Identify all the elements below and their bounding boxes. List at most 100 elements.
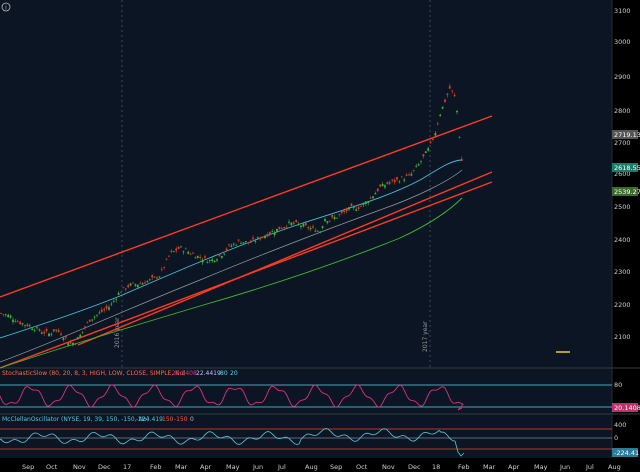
candle-body	[381, 183, 384, 187]
candle-body	[460, 158, 463, 161]
time-axis-label: Sep	[22, 463, 34, 471]
candle-body	[184, 248, 187, 250]
candle-body	[374, 193, 377, 195]
candle-body	[189, 253, 192, 255]
candle-body	[429, 141, 432, 144]
candle-body	[43, 331, 46, 334]
time-axis-label: Jul	[277, 463, 286, 471]
candle-body	[261, 236, 264, 238]
time-axis-label: Mar	[483, 463, 496, 471]
candle-body	[252, 237, 254, 240]
year-2017-annotation: 2017 year	[422, 321, 429, 352]
candle-body	[403, 179, 406, 181]
candle-body	[420, 161, 422, 163]
time-axis-label: Nov	[73, 463, 86, 471]
candle-body	[69, 341, 72, 344]
candle-body	[256, 237, 259, 239]
time-axis-label: Oct	[46, 463, 58, 471]
candle-body	[235, 244, 238, 246]
mcclellan-level-3: 0	[190, 416, 194, 423]
candle-body	[300, 225, 302, 228]
candle-body	[129, 283, 132, 286]
stochastic-title: StochasticSlow (80, 20, 8, 3, HIGH, LOW,…	[2, 370, 186, 377]
candle-body	[364, 201, 367, 205]
candle-body	[100, 309, 103, 312]
candle-body	[271, 231, 274, 233]
candle-body	[417, 164, 420, 166]
candle-body	[132, 282, 134, 284]
candle-body	[338, 213, 341, 215]
candle-body	[146, 280, 149, 283]
candle-body	[168, 255, 170, 257]
channel-lower-line	[0, 181, 493, 369]
time-axis-label: Apr	[200, 463, 212, 471]
candle-body	[81, 331, 84, 333]
candle-body	[247, 242, 250, 244]
candle-body	[45, 329, 48, 332]
regression-channel[interactable]	[0, 115, 493, 369]
candle-body	[412, 169, 415, 171]
info-icon[interactable]: i	[1, 2, 11, 12]
candle-body	[304, 222, 307, 226]
candle-body	[91, 319, 94, 321]
candle-body	[424, 151, 427, 154]
candle-body	[50, 334, 53, 335]
candle-body	[134, 284, 137, 286]
candle-body	[201, 259, 204, 263]
time-axis-label: May	[226, 463, 240, 471]
candle-body	[292, 222, 295, 224]
candle-body	[386, 181, 389, 185]
stochastic-panel[interactable]	[0, 368, 612, 414]
candle-body	[268, 231, 271, 235]
candle-body	[110, 303, 113, 305]
candle-body	[259, 237, 262, 240]
candle-body	[7, 314, 10, 318]
price-tick: 2300	[614, 268, 631, 276]
candle-body	[33, 330, 36, 332]
candle-body	[333, 217, 336, 219]
candle-body	[2, 314, 5, 316]
mcclellan-badge	[612, 448, 638, 457]
candle-body	[208, 260, 211, 261]
candle-body	[204, 256, 206, 258]
candle-body	[396, 177, 398, 180]
svg-text:i: i	[5, 4, 7, 11]
price-tick: 2100	[614, 333, 631, 341]
candle-body	[24, 325, 26, 326]
candle-body	[312, 226, 314, 228]
price-tick: 2800	[614, 107, 631, 115]
candle-body	[103, 309, 106, 311]
candle-body	[175, 248, 178, 251]
candle-body	[427, 148, 430, 151]
candle-body	[348, 207, 350, 210]
mcclellan-level-2: -150	[174, 416, 188, 423]
candle-body	[93, 316, 96, 318]
candle-body	[206, 262, 209, 264]
stochastic-axis-label: 80	[614, 381, 622, 389]
candle-body	[127, 285, 130, 288]
candle-body	[79, 334, 82, 338]
candle-body	[141, 283, 144, 285]
last-price-badge-text: 2719.13	[614, 131, 640, 139]
stochastic-badge	[612, 403, 638, 412]
candle-body	[211, 259, 214, 262]
candle-body	[264, 236, 266, 239]
candle-body	[324, 219, 326, 222]
candle-body	[456, 110, 458, 113]
candle-body	[400, 176, 403, 178]
candle-body	[408, 174, 410, 176]
candle-body	[163, 267, 166, 268]
candle-body	[170, 250, 173, 252]
time-axis-label: Aug	[608, 463, 621, 471]
mcclellan-panel[interactable]	[0, 414, 612, 458]
candle-body	[172, 251, 175, 253]
price-candles[interactable]	[0, 83, 463, 347]
candle-body	[122, 287, 125, 289]
price-tick: 2200	[614, 301, 631, 309]
candle-body	[326, 221, 329, 223]
candle-body	[273, 232, 276, 236]
time-axis-label: Dec	[98, 463, 111, 471]
mcclellan-value: -224.419	[136, 416, 163, 423]
price-tick: 2700	[614, 139, 631, 147]
